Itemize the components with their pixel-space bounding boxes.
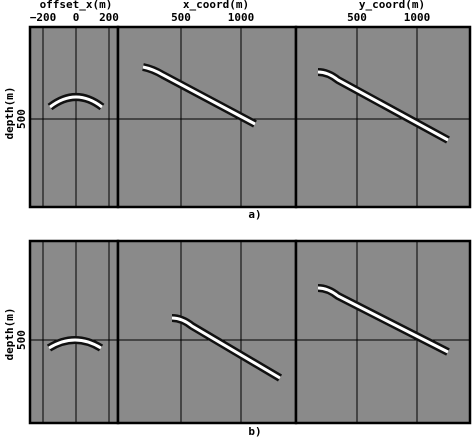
figure-panel-group bbox=[28, 25, 472, 209]
event-light bbox=[49, 95, 103, 109]
event-light bbox=[142, 65, 256, 126]
event-light bbox=[171, 316, 281, 380]
x-tick-label: 500 bbox=[171, 11, 191, 24]
panel-background bbox=[118, 27, 296, 207]
event-light bbox=[317, 70, 449, 142]
x-tick-label: 200 bbox=[99, 11, 119, 24]
axis-label: x_coord(m) bbox=[183, 0, 249, 11]
y-axis-label: depth(m) bbox=[3, 308, 16, 361]
panel-background bbox=[30, 27, 118, 207]
panel-frame bbox=[294, 239, 472, 425]
x-tick-label: −200 bbox=[30, 11, 57, 24]
x-tick-label: 0 bbox=[73, 11, 80, 24]
event-light bbox=[48, 338, 102, 350]
panel-background bbox=[30, 241, 118, 423]
caption: a) bbox=[248, 208, 261, 221]
panel-background bbox=[296, 241, 470, 423]
axis-label: y_coord(m) bbox=[359, 0, 425, 11]
y-tick-label: 500 bbox=[15, 109, 28, 129]
x-tick-label: 1000 bbox=[404, 11, 431, 24]
panel-background bbox=[296, 27, 470, 207]
x-tick-label: 500 bbox=[347, 11, 367, 24]
caption: b) bbox=[248, 425, 261, 438]
figure-panel-group bbox=[28, 239, 472, 425]
event-light bbox=[317, 286, 449, 354]
x-tick-label: 1000 bbox=[228, 11, 255, 24]
axis-label: offset_x(m) bbox=[40, 0, 113, 11]
y-tick-label: 500 bbox=[15, 330, 28, 350]
y-axis-label: depth(m) bbox=[3, 87, 16, 140]
panel-frame bbox=[294, 25, 472, 209]
